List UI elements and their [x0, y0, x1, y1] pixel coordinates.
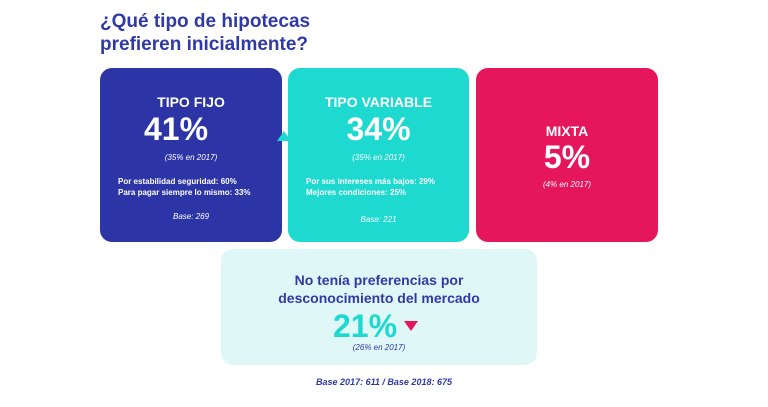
- card-title: MIXTA: [545, 123, 589, 139]
- card-title: No tenía preferencias por desconocimient…: [221, 271, 537, 307]
- card-title: TIPO VARIABLE: [324, 94, 433, 110]
- card-percentage: 34%: [346, 111, 411, 147]
- card-base: Base: 221: [360, 215, 397, 224]
- card-tipo-fijo: TIPO FIJO 41% (35% en 2017) Por estabili…: [100, 68, 291, 242]
- card-title-line-2: desconocimiento del mercado: [278, 290, 480, 306]
- base-footnote: Base 2017: 611 / Base 2018: 675: [316, 377, 452, 387]
- title-line-1: ¿Qué tipo de hipotecas: [100, 11, 311, 32]
- card-percentage: 5%: [543, 139, 591, 175]
- card-base: Base: 269: [172, 212, 210, 221]
- card-title: TIPO FIJO: [157, 94, 225, 110]
- page-title: ¿Qué tipo de hipotecas prefieren inicial…: [100, 10, 310, 56]
- card-reasons: Por estabilidad seguridad: 60% Para paga…: [118, 176, 251, 198]
- card-previous-year: (26% en 2017): [352, 343, 406, 352]
- card-title-line-1: No tenía preferencias por: [294, 272, 464, 288]
- card-previous-year: (4% en 2017): [542, 180, 592, 189]
- title-line-2: prefieren inicialmente?: [100, 34, 309, 55]
- card-percentage: 21%: [333, 308, 398, 344]
- card-previous-year: (35% en 2017): [352, 153, 405, 162]
- card-no-preference: No tenía preferencias por desconocimient…: [221, 249, 537, 365]
- card-tipo-variable: TIPO VARIABLE 34% (35% en 2017) Por sus …: [288, 68, 469, 242]
- card-percentage: 41%: [144, 111, 209, 147]
- card-previous-year: (35% en 2017): [164, 153, 218, 162]
- reason-item: Para pagar siempre lo mismo: 33%: [118, 188, 251, 197]
- card-reasons: Por sus intereses más bajos: 29% Mejores…: [306, 176, 435, 198]
- triangle-up-icon: [277, 131, 291, 141]
- triangle-down-icon: [404, 321, 418, 331]
- card-mixta: MIXTA 5% (4% en 2017): [476, 68, 658, 242]
- reason-item: Por sus intereses más bajos: 29%: [306, 177, 435, 186]
- reason-item: Mejores condiciones: 25%: [306, 188, 407, 197]
- reason-item: Por estabilidad seguridad: 60%: [118, 177, 237, 186]
